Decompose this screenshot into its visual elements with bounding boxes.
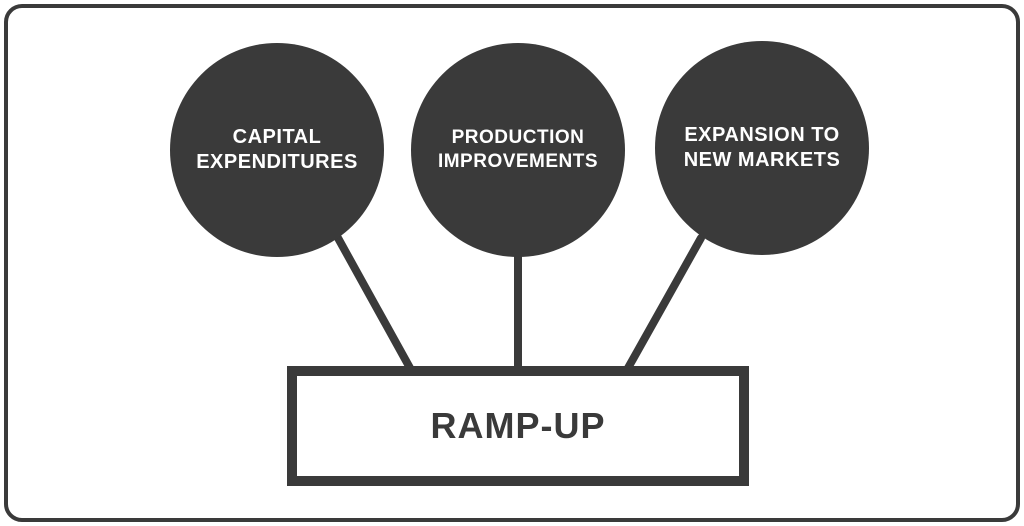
circle-expansion-new-markets: EXPANSION TO NEW MARKETS [655,41,869,255]
diagram-frame: CAPITAL EXPENDITURES PRODUCTION IMPROVEM… [4,4,1020,522]
circle-label: CAPITAL EXPENDITURES [170,125,384,175]
circle-production-improvements: PRODUCTION IMPROVEMENTS [411,43,625,257]
circle-capital-expenditures: CAPITAL EXPENDITURES [170,43,384,257]
box-label: RAMP-UP [431,405,606,447]
circle-label: EXPANSION TO NEW MARKETS [655,123,869,173]
circle-label: PRODUCTION IMPROVEMENTS [411,126,625,174]
ramp-up-box: RAMP-UP [287,366,749,486]
